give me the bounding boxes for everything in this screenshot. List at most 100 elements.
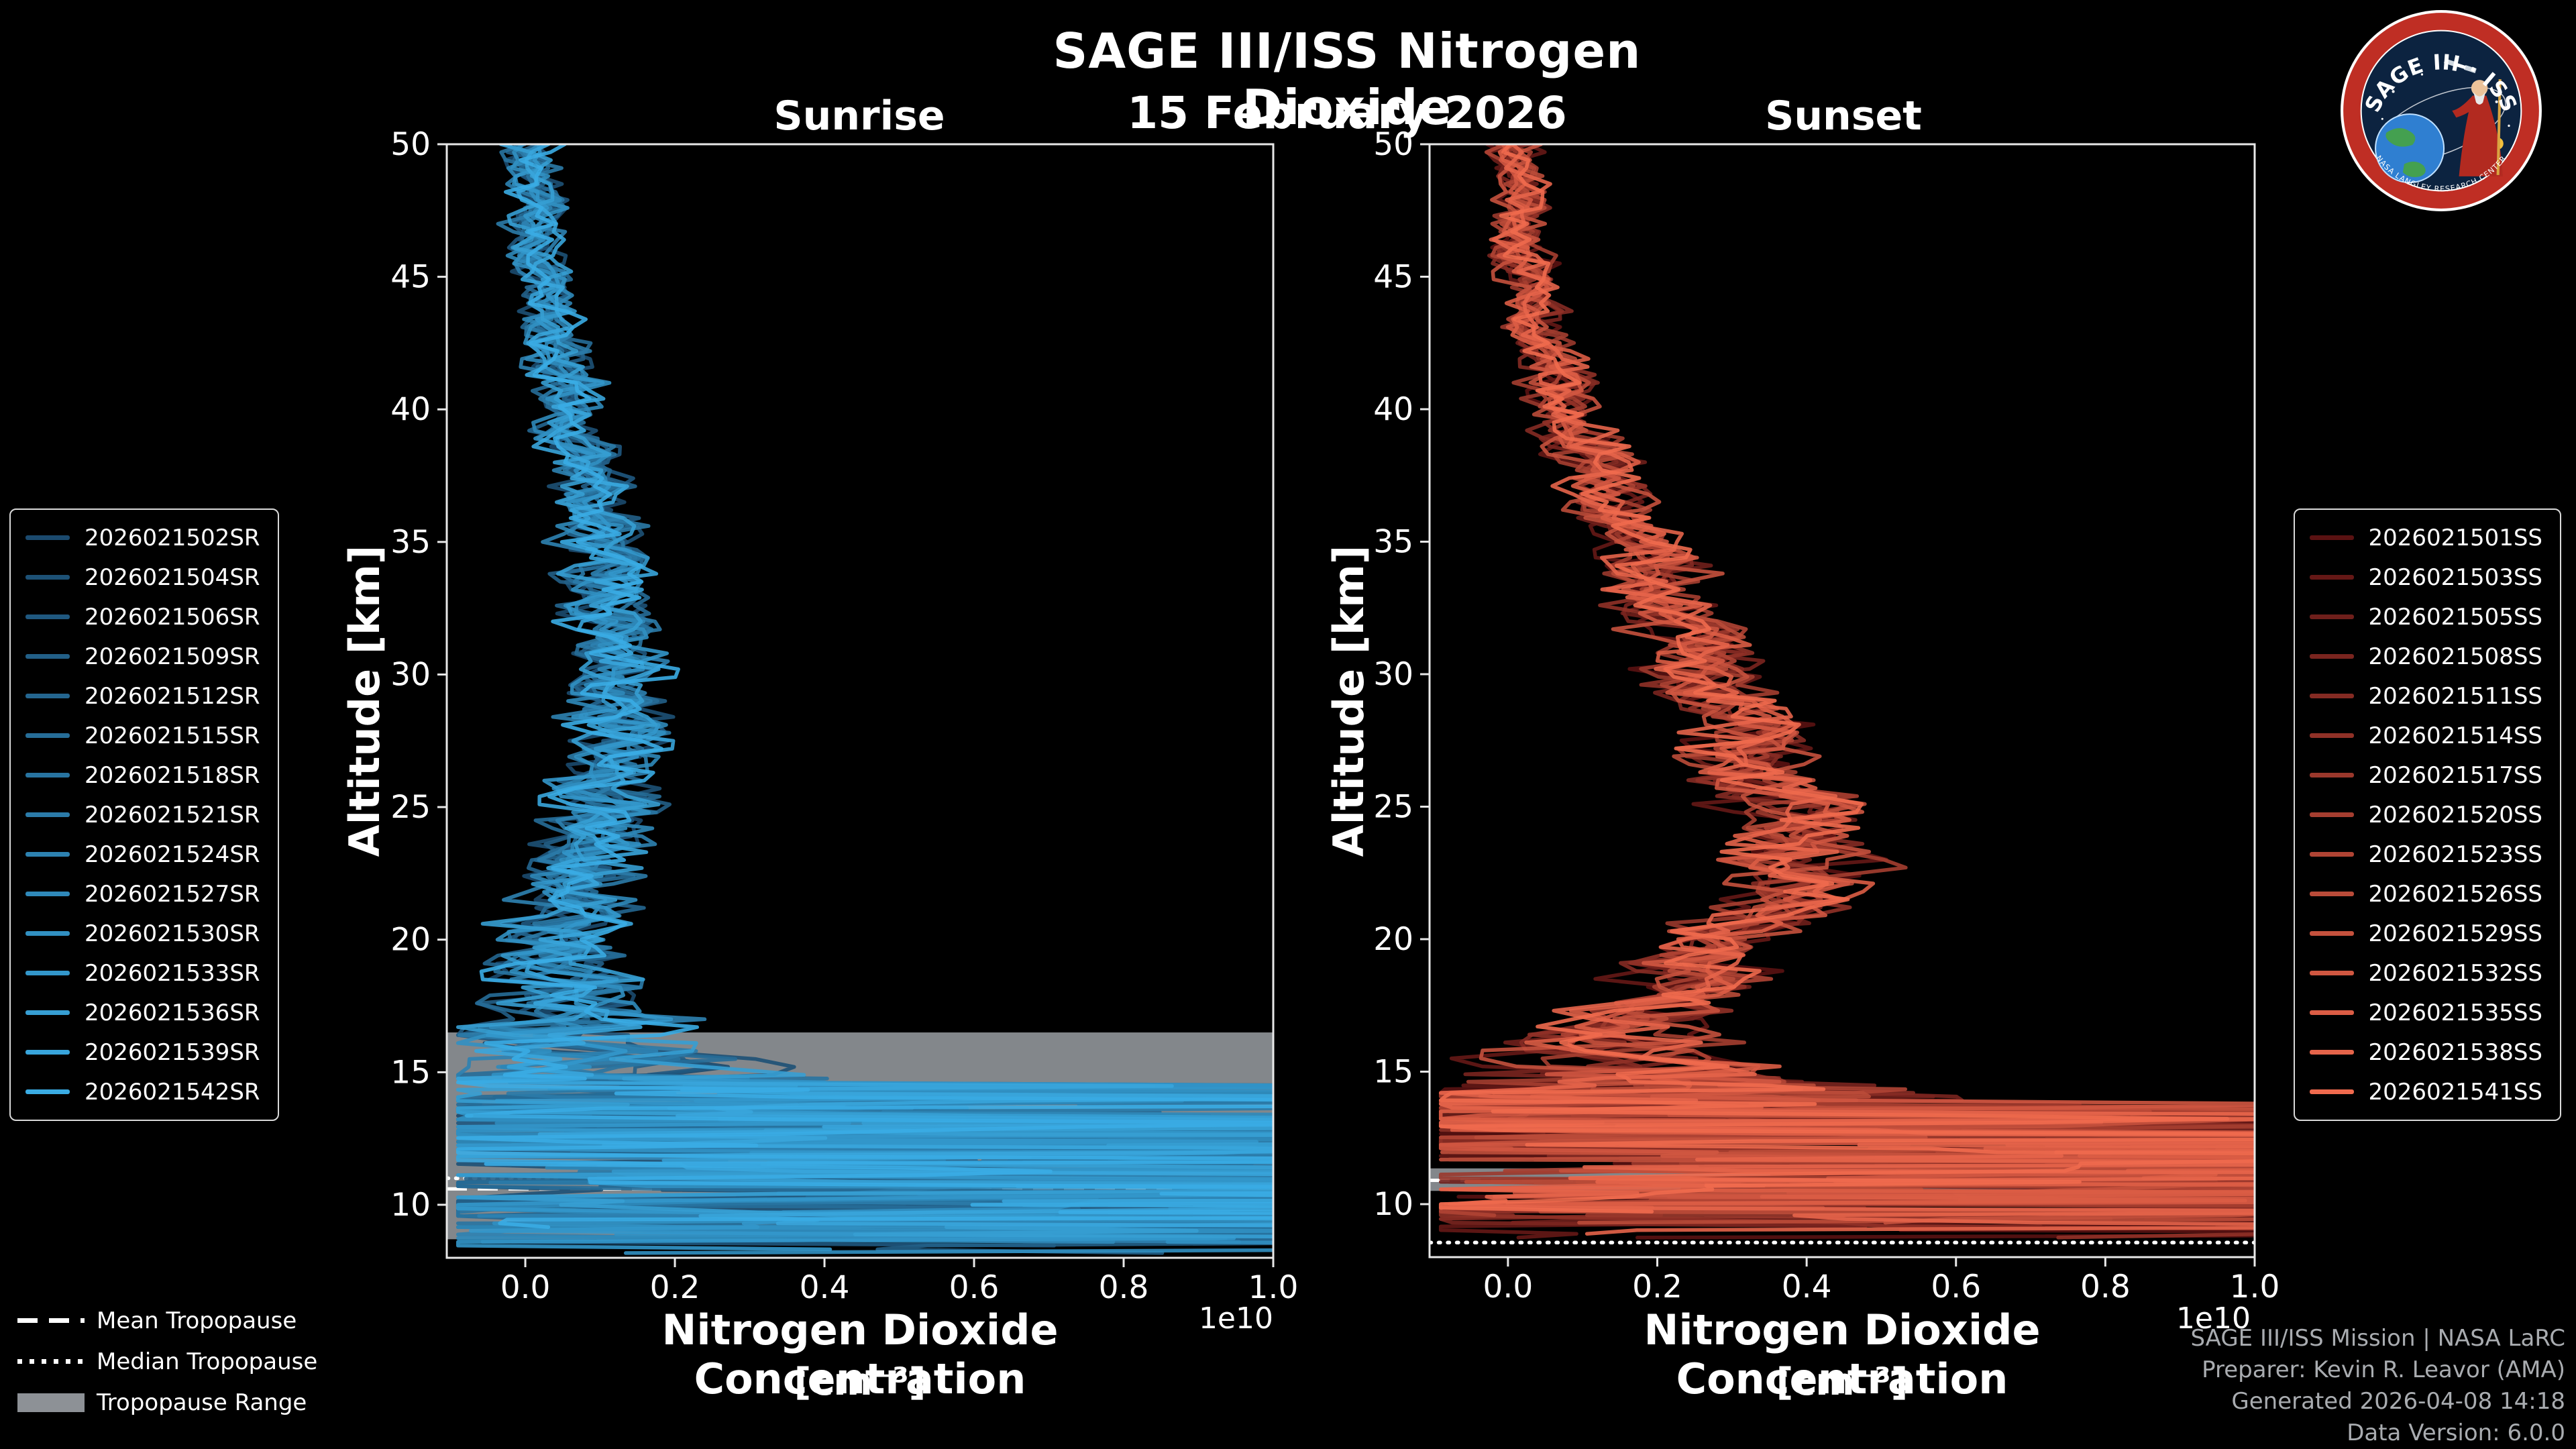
dotted-line-swatch bbox=[17, 1359, 85, 1364]
y-tick-label: 10 bbox=[390, 1187, 431, 1224]
legend-item: 2026021541SS bbox=[2309, 1072, 2542, 1112]
legend-item: 2026021517SS bbox=[2309, 755, 2542, 795]
legend-label: 2026021533SR bbox=[85, 959, 260, 987]
x-tick-label: 1.0 bbox=[1248, 1269, 1299, 1306]
sunrise-events-legend: 2026021502SR 2026021504SR 2026021506SR 2026… bbox=[9, 508, 279, 1121]
y-tick-label: 20 bbox=[1373, 921, 1413, 958]
legend-item: 2026021511SS bbox=[2309, 676, 2542, 716]
y-tick-label: 35 bbox=[1373, 524, 1413, 561]
legend-label: 2026021523SS bbox=[2368, 841, 2542, 868]
legend-label: 2026021520SS bbox=[2368, 801, 2542, 828]
legend-line-swatch bbox=[25, 971, 70, 975]
plot-frame bbox=[445, 143, 1275, 1259]
legend-item: 2026021530SR bbox=[25, 914, 260, 953]
y-tick-label: 40 bbox=[1373, 391, 1413, 428]
legend-line-swatch bbox=[2309, 971, 2354, 975]
legend-item: 2026021526SS bbox=[2309, 874, 2542, 914]
legend-label: 2026021514SS bbox=[2368, 722, 2542, 749]
profile-line-2026021541SS bbox=[1438, 144, 2255, 1214]
legend-line-swatch bbox=[25, 575, 70, 580]
x-tick-label: 0.8 bbox=[2080, 1269, 2131, 1305]
sunrise-x-axis-units: [cm⁻³] bbox=[794, 1360, 926, 1404]
median-tropopause-label: Median Tropopause bbox=[97, 1348, 318, 1375]
profile-line-2026021539SR bbox=[455, 144, 1273, 1228]
legend-label: 2026021517SS bbox=[2368, 761, 2542, 789]
x-tick-label: 0.6 bbox=[1931, 1269, 1981, 1305]
profile-line-2026021542SR bbox=[455, 144, 1273, 1229]
tropopause-legend: Mean Tropopause Median Tropopause Tropop… bbox=[17, 1300, 317, 1423]
median-tropopause-legend-item: Median Tropopause bbox=[17, 1341, 317, 1382]
x-tick-label: 0.4 bbox=[1782, 1269, 1832, 1305]
y-tick-label: 15 bbox=[1373, 1054, 1413, 1091]
legend-item: 2026021505SS bbox=[2309, 597, 2542, 637]
logo-sage-figure bbox=[2452, 79, 2503, 176]
figure-date: 15 February 2026 bbox=[1127, 87, 1567, 139]
credits-block: SAGE III/ISS Mission | NASA LaRC Prepare… bbox=[2190, 1323, 2565, 1449]
legend-label: 2026021508SS bbox=[2368, 643, 2542, 670]
profile-line-2026021536SR bbox=[455, 144, 1273, 1238]
sunset-axis-offset-text: 1e10 bbox=[2176, 1301, 2251, 1336]
legend-label: 2026021538SS bbox=[2368, 1038, 2542, 1066]
gray-patch-swatch bbox=[17, 1393, 85, 1412]
sunrise-x-axis-label: Nitrogen Dioxide Concentration bbox=[661, 1305, 1059, 1403]
legend-label: 2026021524SR bbox=[85, 841, 260, 868]
y-tick-label: 50 bbox=[390, 126, 431, 163]
legend-item: 2026021514SS bbox=[2309, 716, 2542, 755]
plot-frame bbox=[1428, 143, 2256, 1258]
legend-line-swatch bbox=[25, 654, 70, 659]
legend-line-swatch bbox=[2309, 931, 2354, 936]
sunrise-axis-offset-text: 1e10 bbox=[1198, 1301, 1273, 1336]
legend-line-swatch bbox=[2309, 733, 2354, 738]
legend-line-swatch bbox=[25, 535, 70, 540]
figure-title: SAGE III/ISS Nitrogen Dioxide bbox=[1053, 23, 1642, 136]
y-tick-label: 45 bbox=[390, 259, 431, 296]
legend-item: 2026021502SR bbox=[25, 518, 260, 557]
legend-label: 2026021535SS bbox=[2368, 999, 2542, 1026]
legend-label: 2026021521SR bbox=[85, 801, 260, 828]
legend-line-swatch bbox=[25, 1089, 70, 1094]
legend-line-swatch bbox=[25, 852, 70, 857]
legend-item: 2026021509SR bbox=[25, 637, 260, 676]
sunset-plot-area bbox=[1430, 144, 2255, 1245]
legend-line-swatch bbox=[2309, 892, 2354, 896]
tropopause-range-label: Tropopause Range bbox=[97, 1389, 307, 1416]
x-tick-label: 0.6 bbox=[949, 1269, 1000, 1306]
legend-line-swatch bbox=[25, 1050, 70, 1055]
legend-item: 2026021506SR bbox=[25, 597, 260, 637]
legend-item: 2026021520SS bbox=[2309, 795, 2542, 835]
legend-item: 2026021532SS bbox=[2309, 953, 2542, 993]
credits-mission-line: SAGE III/ISS Mission | NASA LaRC bbox=[2190, 1325, 2565, 1352]
y-tick-label: 25 bbox=[390, 789, 431, 826]
legend-line-swatch bbox=[25, 931, 70, 936]
x-tick-label: 0.0 bbox=[500, 1269, 551, 1306]
legend-item: 2026021533SR bbox=[25, 953, 260, 993]
legend-label: 2026021536SR bbox=[85, 999, 260, 1026]
legend-label: 2026021501SS bbox=[2368, 524, 2542, 551]
legend-label: 2026021541SS bbox=[2368, 1078, 2542, 1106]
sunset-x-axis-label: Nitrogen Dioxide Concentration bbox=[1644, 1305, 2041, 1403]
legend-label: 2026021527SR bbox=[85, 880, 260, 908]
x-tick-label: 0.2 bbox=[1632, 1269, 1682, 1305]
legend-line-swatch bbox=[2309, 1050, 2354, 1055]
legend-item: 2026021521SR bbox=[25, 795, 260, 835]
legend-line-swatch bbox=[25, 773, 70, 777]
y-tick-label: 35 bbox=[390, 524, 431, 561]
legend-line-swatch bbox=[25, 1010, 70, 1015]
dashed-line-swatch bbox=[17, 1318, 85, 1323]
profile-line-2026021527SR bbox=[455, 144, 1273, 1244]
logo-iss bbox=[2444, 58, 2477, 74]
legend-line-swatch bbox=[25, 733, 70, 738]
legend-line-swatch bbox=[25, 614, 70, 619]
profile-line-2026021529SS bbox=[1438, 144, 2255, 1225]
legend-line-swatch bbox=[25, 892, 70, 896]
legend-line-swatch bbox=[2309, 614, 2354, 619]
legend-item: 2026021539SR bbox=[25, 1032, 260, 1072]
y-tick-label: 45 bbox=[1373, 259, 1413, 296]
credits-generated-line: Generated 2026-04-08 14:18 bbox=[2231, 1388, 2565, 1415]
legend-line-swatch bbox=[2309, 773, 2354, 777]
legend-line-swatch bbox=[25, 812, 70, 817]
y-tick-label: 10 bbox=[1373, 1186, 1413, 1223]
legend-item: 2026021529SS bbox=[2309, 914, 2542, 953]
legend-line-swatch bbox=[2309, 654, 2354, 659]
